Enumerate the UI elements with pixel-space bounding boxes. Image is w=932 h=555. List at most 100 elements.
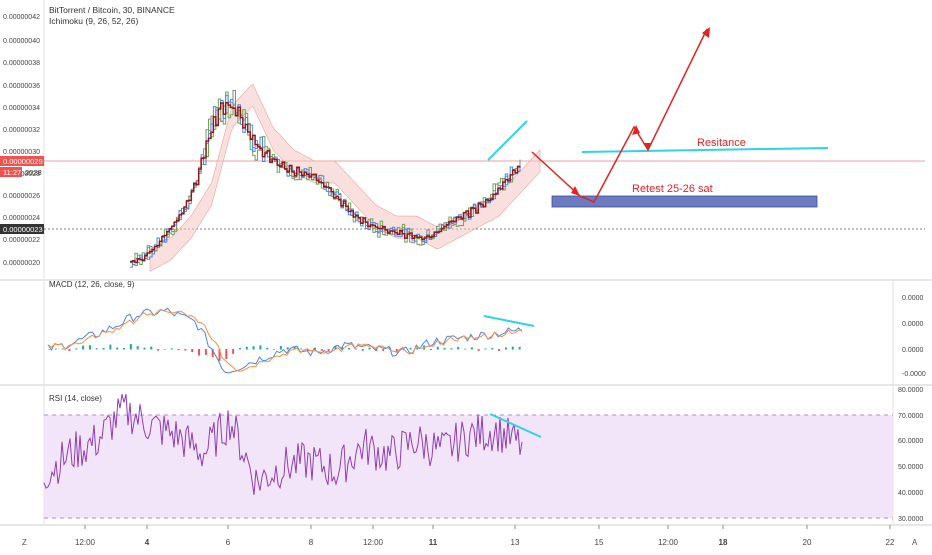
macd-histogram-bar	[198, 349, 201, 356]
signal-line	[47, 308, 523, 372]
rsi-divergence-line[interactable]	[489, 413, 542, 438]
price-tick-label: 0.00000030	[3, 149, 40, 156]
macd-histogram-bar	[157, 349, 160, 351]
macd-histogram-bar	[48, 349, 50, 350]
last-price-badge	[0, 156, 44, 166]
arrowhead-down	[644, 143, 652, 150]
macd-series	[47, 307, 523, 374]
macd-histogram-bar	[313, 347, 316, 350]
macd-histogram-bar	[334, 346, 337, 350]
macd-histogram-bar	[450, 348, 453, 350]
macd-histogram-bar	[307, 349, 310, 351]
macd-histogram-bar	[348, 347, 351, 350]
macd-line	[47, 307, 523, 374]
retest-label[interactable]: Retest 25-26 sat	[632, 183, 713, 195]
macd-tick-label: 0.0000	[902, 295, 924, 302]
countdown-label: 11:27	[3, 168, 21, 177]
macd-histogram-bar	[457, 346, 460, 350]
macd-histogram-bar	[300, 348, 303, 350]
macd-histogram-bar	[402, 349, 405, 351]
macd-histogram-bar	[341, 347, 344, 350]
macd-histogram-bar	[470, 347, 473, 350]
trend-line-price[interactable]	[487, 120, 528, 161]
price-tick-label: 0.00000026	[3, 193, 40, 200]
price-tick-label: 0.00000024	[3, 215, 40, 222]
low-level-badge	[0, 224, 44, 234]
macd-histogram-bar	[518, 347, 521, 350]
macd-histogram-bar	[320, 349, 323, 351]
macd-histogram-bar	[498, 349, 501, 351]
macd-histogram-bar	[504, 347, 507, 350]
macd-histogram-bar	[82, 345, 85, 350]
retest-box[interactable]	[551, 195, 818, 208]
rsi-series	[43, 394, 523, 495]
rsi-axis[interactable]: 80.0000 70.0000 60.0000 50.0000 40.0000 30.00…	[898, 387, 923, 523]
time-tick-label: 22	[886, 538, 895, 547]
macd-histogram-bar	[491, 348, 494, 350]
macd-histogram-bar	[109, 344, 112, 350]
price-tick-label: 0.00000020	[3, 260, 40, 267]
auto-scale-icon[interactable]: A	[912, 538, 918, 547]
macd-histogram-bar	[204, 349, 207, 355]
macd-histogram-bar	[95, 348, 98, 350]
macd-histogram-bar	[273, 349, 276, 350]
annotations: Retest 25-26 sat Resitance	[483, 27, 829, 438]
symbol-title[interactable]: BitTorrent / Bitcoin, 30, BINANCE	[49, 5, 175, 15]
rsi-title[interactable]: RSI (14, close)	[49, 394, 102, 403]
ichimoku-legend[interactable]: Ichimoku (9, 26, 52, 26)	[49, 16, 138, 26]
rsi-tick-label: 80.0000	[898, 387, 923, 394]
macd-histogram-bar	[477, 349, 480, 351]
macd-histogram-bar	[429, 349, 432, 351]
arrowhead-up-1	[632, 125, 640, 135]
macd-histogram-bar	[443, 347, 446, 350]
macd-histogram-bar	[354, 348, 357, 350]
price-tick-label: 0.00000038	[3, 60, 40, 67]
macd-divergence-line[interactable]	[483, 315, 535, 327]
resistance-line[interactable]	[581, 147, 829, 153]
time-tick-label: 15	[595, 538, 604, 547]
time-axis[interactable]: 12:00 4 6 8 12:00 11 13 15 12:00 18 20 22	[75, 525, 895, 547]
rsi-tick-label: 50.0000	[898, 464, 923, 471]
arrowhead-target	[702, 27, 710, 38]
macd-histogram-bar	[279, 345, 282, 350]
macd-histogram-bar	[163, 349, 166, 350]
time-tick-label: 6	[226, 538, 231, 547]
price-series	[130, 89, 521, 268]
macd-histogram-bar	[170, 348, 173, 350]
price-tick-label: 0.00000022	[3, 237, 40, 244]
timezone-icon[interactable]: Z	[22, 538, 27, 547]
macd-histogram-bar	[382, 349, 385, 351]
price-tick-label: 0.00000040	[3, 38, 40, 45]
macd-histogram-bar	[88, 345, 91, 350]
macd-histogram-bar	[54, 348, 57, 350]
macd-axis[interactable]: 0.0000 0.0000 0.0000 -0.0000	[902, 295, 926, 378]
time-tick-label: 4	[145, 538, 150, 547]
price-tick-label: 0.00000036	[3, 83, 40, 90]
macd-histogram-bar	[150, 346, 153, 350]
macd-histogram-bar	[286, 347, 289, 350]
countdown-badge	[0, 167, 22, 177]
macd-histogram-bar	[211, 349, 214, 357]
macd-histogram-bar	[102, 348, 105, 350]
rsi-tick-label: 40.0000	[898, 490, 923, 497]
macd-histogram-bar	[409, 347, 412, 350]
macd-histogram-bar	[225, 349, 228, 360]
projection-arrow-path[interactable]	[531, 28, 708, 203]
time-tick-label: 11	[429, 538, 438, 547]
rsi-band	[44, 415, 893, 518]
macd-histogram-bar	[511, 346, 514, 350]
macd-histogram-bar	[327, 349, 330, 352]
price-tick-label: 0.00000032	[3, 127, 40, 134]
resistance-label[interactable]: Resitance	[697, 137, 746, 149]
macd-title[interactable]: MACD (12, 26, close, 9)	[49, 280, 135, 289]
rsi-line	[43, 394, 523, 495]
macd-histogram-bar	[136, 346, 139, 350]
macd-histogram-bar	[266, 347, 269, 350]
time-tick-label: 12:00	[363, 538, 384, 547]
macd-histogram-bar	[61, 348, 64, 350]
macd-tick-label: 0.0000	[902, 347, 924, 354]
macd-histogram-bar	[191, 349, 194, 353]
time-tick-label: 18	[719, 538, 728, 547]
macd-histogram-bar	[75, 348, 78, 350]
